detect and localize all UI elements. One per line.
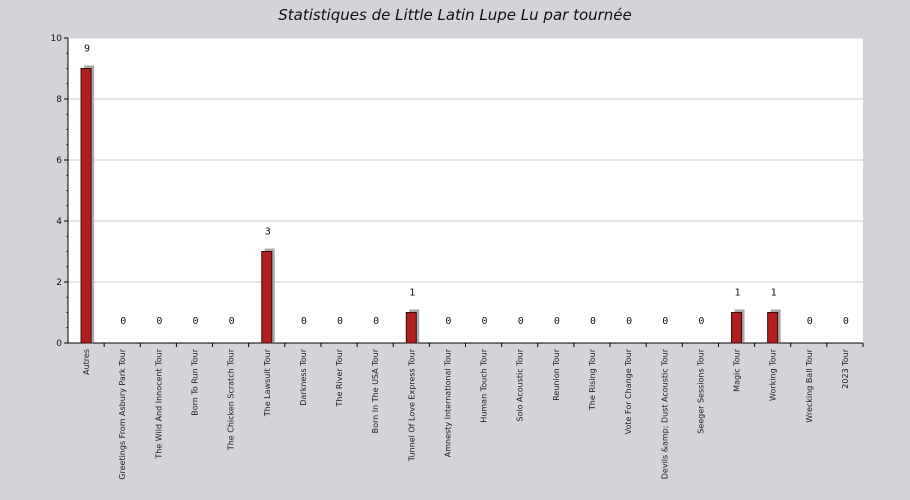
bar xyxy=(261,251,273,344)
x-tick-label: Darkness Tour xyxy=(299,348,308,405)
x-tick-label: 2023 Tour xyxy=(841,348,850,388)
x-tick-label: Seeger Sessions Tour xyxy=(696,348,705,433)
x-tick-label: The Chicken Scratch Tour xyxy=(227,348,236,451)
bar xyxy=(731,312,743,344)
data-label: 0 xyxy=(554,316,560,327)
y-tick-label: 0 xyxy=(56,339,62,349)
x-tick-label: The Wild And Innocent Tour xyxy=(154,348,163,459)
y-tick-label: 2 xyxy=(56,278,62,288)
data-label: 1 xyxy=(771,288,777,299)
data-label: 0 xyxy=(156,316,162,327)
data-label: 0 xyxy=(229,316,235,327)
x-tick-label: Devils &amp; Dust Acoustic Tour xyxy=(660,348,669,479)
y-tick-label: 8 xyxy=(56,95,62,105)
x-tick-label: Greetings From Asbury Park Tour xyxy=(118,348,127,479)
data-label: 0 xyxy=(807,316,813,327)
x-tick-label: Working Tour xyxy=(769,348,778,401)
data-label: 0 xyxy=(626,316,632,327)
data-label: 0 xyxy=(192,316,198,327)
x-tick-label: Human Touch Tour xyxy=(480,348,489,422)
x-tick-label: Amnesty International Tour xyxy=(443,348,452,457)
data-label: 9 xyxy=(84,44,90,55)
data-label: 0 xyxy=(662,316,668,327)
x-tick-label: The Lawsuit Tour xyxy=(263,348,272,417)
x-tick-label: Solo Acoustic Tour xyxy=(516,348,525,421)
data-label: 1 xyxy=(409,288,415,299)
x-tick-label: Reunion Tour xyxy=(552,348,561,400)
x-tick-label: Wrecking Ball Tour xyxy=(805,348,814,422)
x-tick-label: Magic Tour xyxy=(733,348,742,392)
data-label: 0 xyxy=(698,316,704,327)
y-tick-label: 6 xyxy=(56,156,62,166)
data-label: 3 xyxy=(265,227,271,238)
data-label: 0 xyxy=(590,316,596,327)
x-tick-label: Autres xyxy=(82,349,91,375)
data-label: 0 xyxy=(518,316,524,327)
data-label: 1 xyxy=(735,288,741,299)
y-tick-label: 10 xyxy=(51,34,63,44)
plot-area xyxy=(68,38,863,343)
bar xyxy=(405,312,417,344)
data-label: 0 xyxy=(843,316,849,327)
data-label: 0 xyxy=(482,316,488,327)
data-label: 0 xyxy=(337,316,343,327)
chart-title: Statistiques de Little Latin Lupe Lu par… xyxy=(278,6,632,24)
x-tick-label: Tunnel Of Love Express Tour xyxy=(407,348,416,462)
data-label: 0 xyxy=(301,316,307,327)
y-tick-label: 4 xyxy=(56,217,62,227)
data-label: 0 xyxy=(445,316,451,327)
x-tick-label: The Rising Tour xyxy=(588,348,597,411)
x-tick-label: Born To Run Tour xyxy=(190,348,199,415)
data-label: 0 xyxy=(373,316,379,327)
x-tick-label: Vote For Change Tour xyxy=(624,348,633,434)
bar xyxy=(767,312,779,344)
data-label: 0 xyxy=(120,316,126,327)
bar xyxy=(80,68,92,344)
x-tick-label: The River Tour xyxy=(335,348,344,407)
x-tick-label: Born In The USA Tour xyxy=(371,348,380,433)
